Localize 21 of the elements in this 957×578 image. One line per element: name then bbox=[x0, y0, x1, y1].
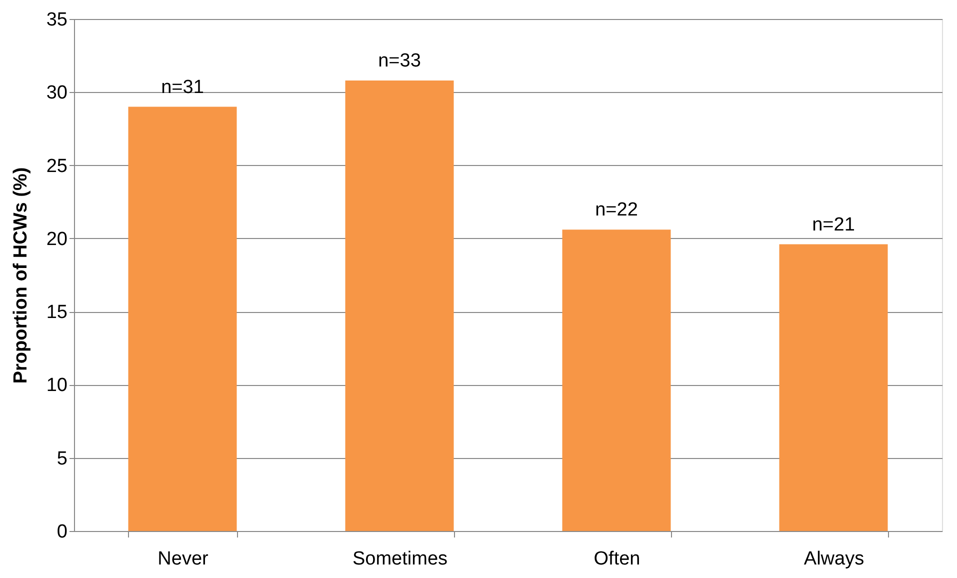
y-tick-label: 35 bbox=[46, 10, 68, 30]
bar bbox=[562, 230, 671, 531]
annotation: n=22 bbox=[595, 200, 638, 221]
annotation: n=31 bbox=[161, 76, 204, 98]
x-tick-label: Often bbox=[594, 548, 640, 570]
y-tick-label: 0 bbox=[56, 522, 68, 542]
bar bbox=[345, 80, 454, 531]
bar bbox=[779, 244, 888, 531]
annotation: n=21 bbox=[812, 214, 855, 236]
y-tick-label: 20 bbox=[46, 228, 68, 250]
x-tick-label: Sometimes bbox=[352, 548, 448, 570]
y-axis-title: Proportion of HCWs (%) bbox=[10, 167, 32, 384]
bar bbox=[128, 106, 237, 531]
x-tick-label: Always bbox=[804, 548, 864, 570]
y-tick-label: 10 bbox=[46, 375, 68, 396]
y-tick-label: 25 bbox=[46, 156, 68, 177]
y-tick-label: 15 bbox=[46, 302, 68, 324]
y-tick-label: 30 bbox=[46, 82, 68, 104]
annotation: n=33 bbox=[378, 50, 421, 72]
x-tick-label: Never bbox=[158, 548, 210, 570]
y-tick-label: 5 bbox=[56, 448, 68, 470]
